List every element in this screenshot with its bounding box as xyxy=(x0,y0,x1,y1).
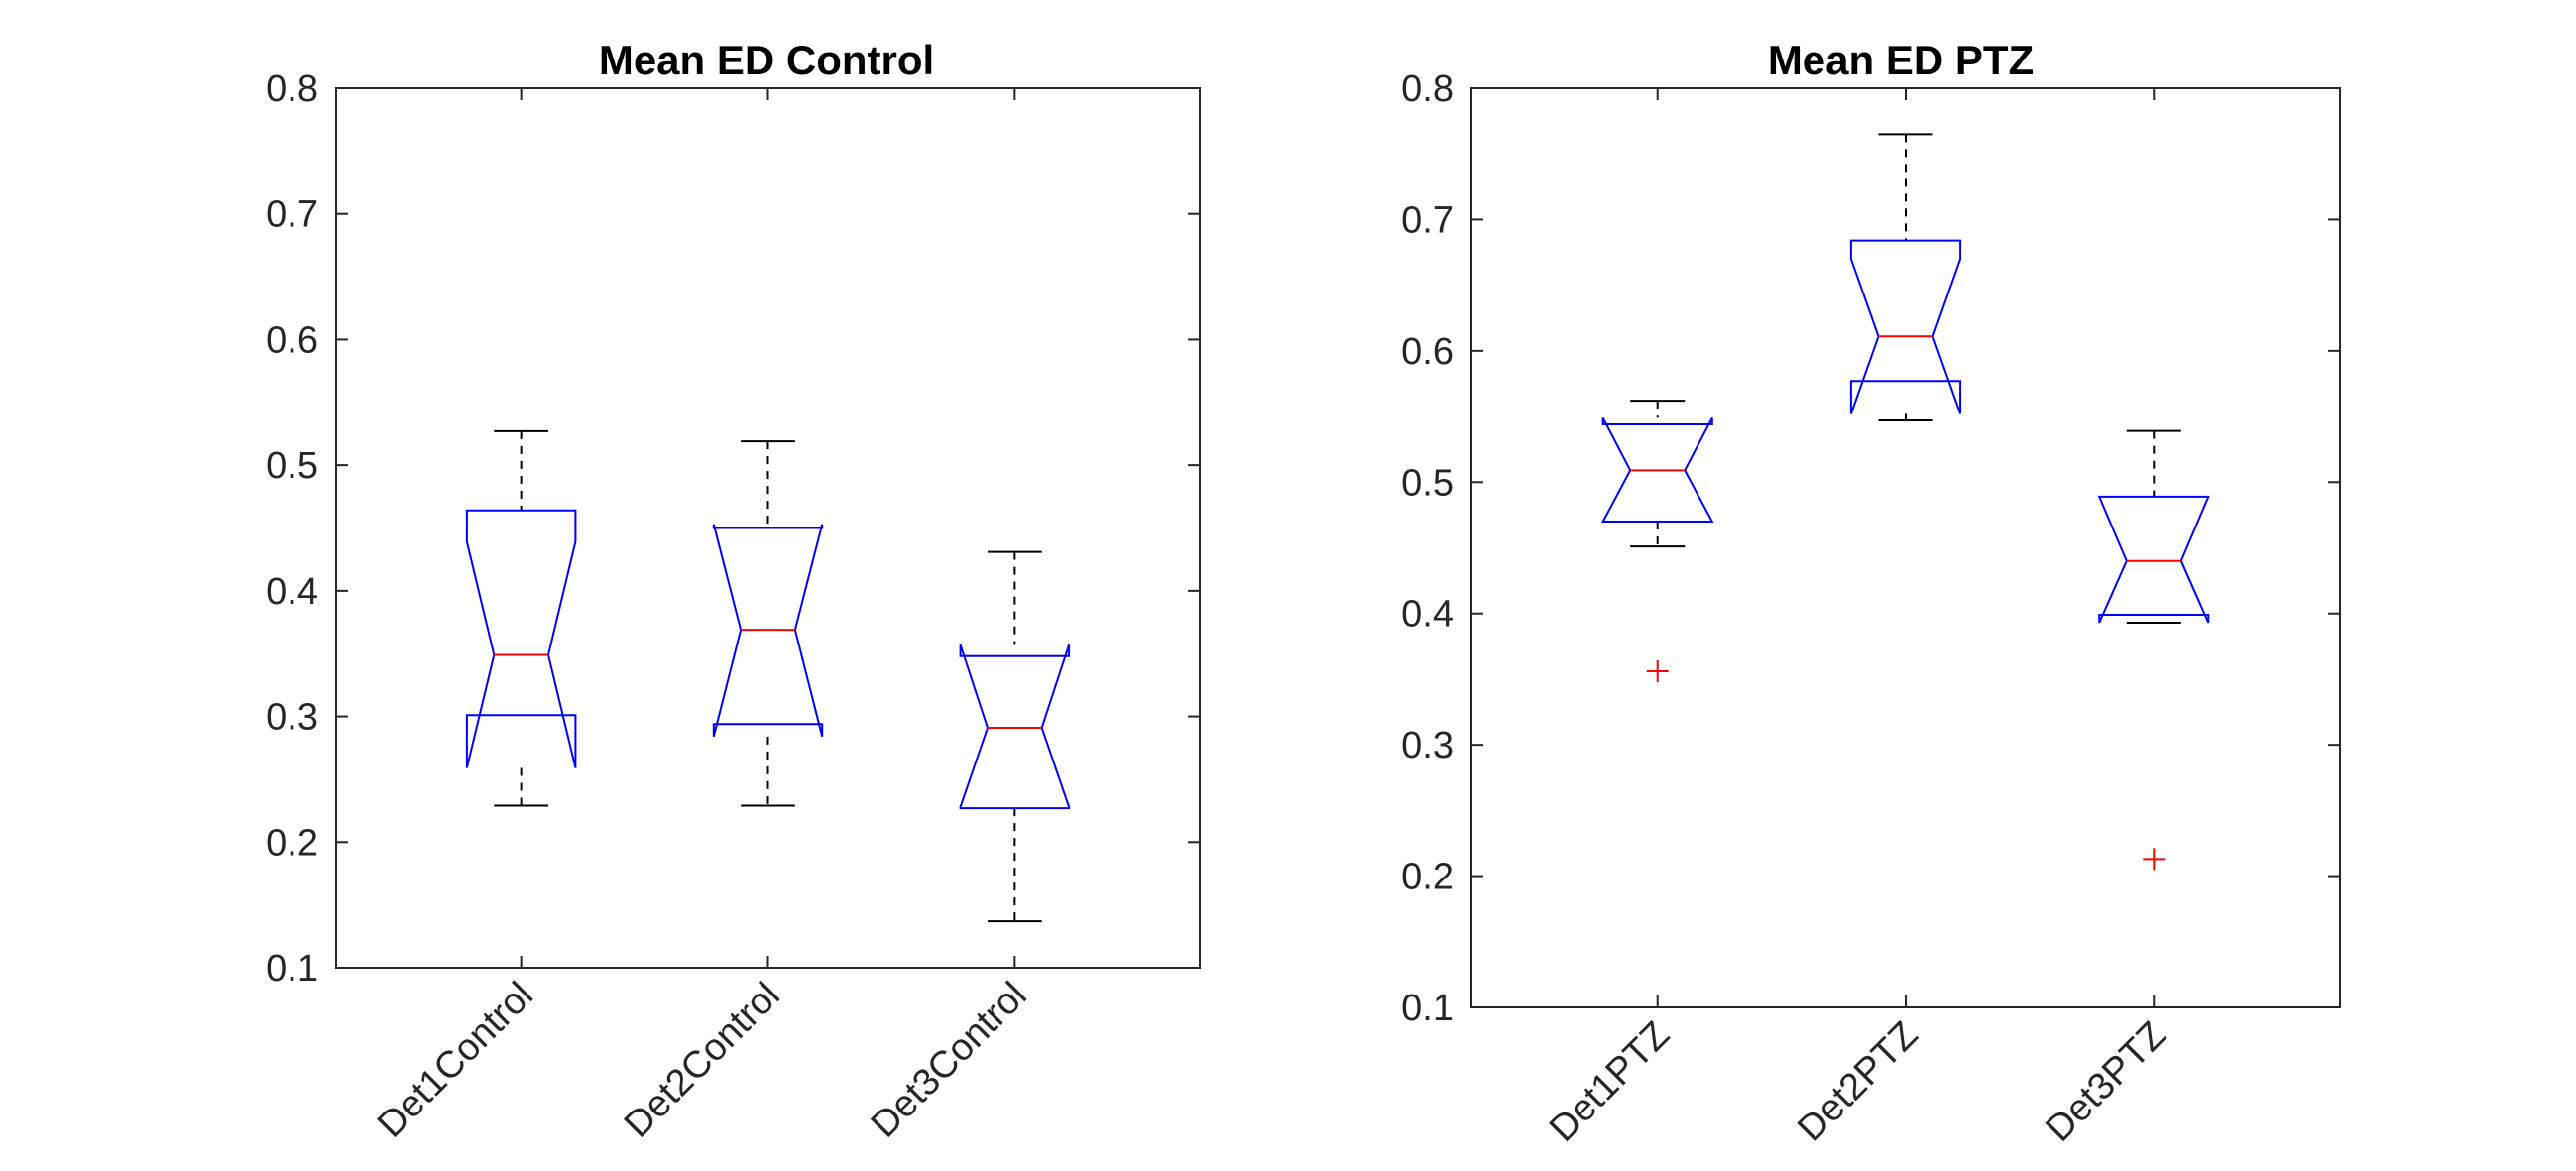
notched-box xyxy=(465,509,577,768)
y-tick-label: 0.5 xyxy=(266,445,318,487)
y-tick-label: 0.6 xyxy=(1401,331,1454,373)
chart-title: Mean ED Control xyxy=(599,37,934,83)
y-tick-label: 0.4 xyxy=(266,571,318,613)
outlier-marker xyxy=(2143,848,2166,871)
outlier-marker xyxy=(1646,659,1669,682)
y-tick-label: 0.4 xyxy=(1401,594,1454,636)
notched-box xyxy=(712,524,824,738)
y-tick-label: 0.2 xyxy=(1401,857,1454,898)
notched-box xyxy=(1601,416,1714,523)
y-tick-label: 0.7 xyxy=(266,194,318,236)
chart-title: Mean ED PTZ xyxy=(1768,37,2034,83)
y-tick-label: 0.5 xyxy=(1401,462,1454,504)
y-tick-label: 0.8 xyxy=(1401,68,1454,110)
y-tick-label: 0.2 xyxy=(266,822,318,864)
y-tick-label: 0.3 xyxy=(1401,725,1454,766)
y-tick-label: 0.7 xyxy=(1401,199,1454,241)
notched-box xyxy=(2097,495,2210,624)
y-tick-label: 0.1 xyxy=(1401,988,1454,1029)
y-tick-label: 0.8 xyxy=(266,68,318,110)
y-tick-label: 0.3 xyxy=(266,697,318,739)
y-tick-label: 0.1 xyxy=(266,948,318,990)
notched-box xyxy=(1849,239,1962,414)
y-tick-label: 0.6 xyxy=(266,319,318,361)
notched-box xyxy=(959,644,1071,810)
